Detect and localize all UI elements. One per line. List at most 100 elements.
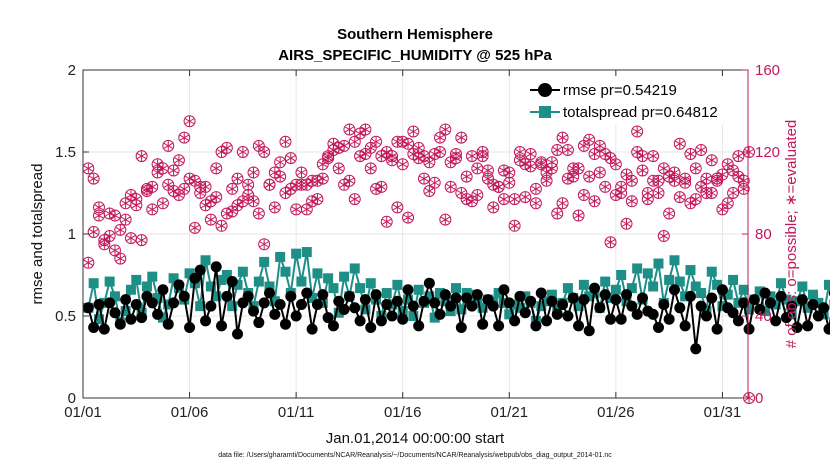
obs-evaluated-marker: [510, 222, 520, 229]
obs-evaluated-marker: [137, 237, 147, 244]
obs-possible-marker: [343, 123, 356, 136]
obs-evaluated-marker: [382, 218, 392, 225]
obs-evaluated-marker: [232, 175, 243, 182]
obs-evaluated-marker: [94, 204, 104, 211]
rmse-point: [786, 300, 798, 312]
obs-possible-marker: [540, 174, 553, 187]
totalspread-point: [600, 276, 611, 287]
obs-possible-marker: [402, 211, 415, 224]
obs-evaluated-marker: [504, 169, 514, 176]
obs-evaluated-marker: [350, 138, 360, 145]
obs-count-point: [375, 180, 388, 193]
rmse-point: [759, 287, 771, 299]
rmse-point: [551, 308, 563, 320]
obs-possible-marker: [556, 197, 569, 210]
totalspread-point: [712, 279, 723, 290]
rmse-point: [605, 313, 617, 325]
obs-evaluated-marker: [446, 183, 456, 190]
obs-possible-marker: [487, 201, 500, 214]
obs-count-point: [215, 219, 228, 232]
rmse-point: [98, 323, 110, 335]
obs-evaluated-marker: [579, 192, 589, 198]
obs-count-point: [380, 215, 393, 228]
obs-count-point: [103, 230, 116, 243]
rmse-point: [146, 297, 158, 309]
obs-evaluated-marker: [286, 155, 296, 162]
rmse-point: [216, 320, 228, 332]
obs-evaluated-marker: [248, 169, 259, 176]
obs-count-point: [402, 211, 415, 224]
obs-possible-marker: [508, 219, 521, 232]
rmse-point: [210, 261, 222, 273]
totalspread-point: [674, 276, 685, 287]
y-tick-label: 1: [68, 226, 76, 243]
totalspread-point: [349, 263, 360, 274]
rmse-point: [498, 284, 510, 296]
totalspread-point: [355, 283, 366, 294]
obs-evaluated-marker: [147, 183, 157, 190]
legend-box: [525, 77, 739, 125]
y-tick-label: 2: [68, 62, 76, 79]
rmse-point: [317, 289, 329, 301]
obs-possible-marker: [583, 170, 596, 183]
obs-possible-marker: [460, 170, 473, 183]
obs-evaluated-marker: [344, 177, 355, 184]
obs-possible-marker: [167, 164, 180, 177]
totalspread-point: [259, 256, 270, 267]
totalspread-point: [546, 289, 557, 300]
rmse-point: [125, 313, 137, 325]
obs-evaluated-marker: [211, 165, 221, 172]
obs-evaluated-marker: [520, 194, 530, 201]
obs-evaluated-marker: [584, 136, 594, 143]
obs-evaluated-marker: [206, 216, 216, 223]
obs-evaluated-marker: [371, 138, 381, 145]
data-file-footnote: data file: /Users/gharamti/Documents/NCA…: [218, 452, 612, 459]
obs-count-point: [311, 193, 324, 206]
obs-possible-marker: [455, 131, 468, 144]
rmse-point: [541, 315, 553, 327]
totalspread-point: [626, 283, 637, 294]
obs-count-point: [135, 234, 148, 247]
obs-count-point: [727, 187, 740, 199]
rmse-point: [493, 320, 505, 332]
obs-possible-marker: [545, 156, 558, 169]
obs-evaluated-marker: [627, 198, 637, 205]
obs-evaluated-marker: [158, 165, 168, 172]
obs-count-point: [647, 150, 660, 163]
obs-evaluated-marker: [584, 173, 594, 180]
obs-count-point: [492, 180, 505, 193]
obs-evaluated-marker: [440, 126, 450, 133]
rmse-point: [263, 287, 275, 299]
rmse-point: [311, 299, 323, 311]
obs-count-point: [604, 236, 617, 249]
obs-possible-marker: [380, 215, 393, 228]
obs-possible-marker: [114, 223, 127, 236]
rmse-point: [253, 317, 265, 329]
obs-evaluated-marker: [376, 183, 386, 190]
obs-evaluated-marker: [360, 126, 370, 133]
totalspread-point: [312, 268, 323, 279]
totalspread-point: [264, 281, 275, 292]
obs-evaluated-marker: [675, 194, 685, 201]
rmse-point: [791, 321, 803, 333]
obs-possible-marker: [247, 166, 260, 179]
obs-evaluated-marker: [227, 208, 237, 215]
totalspread-point: [253, 276, 264, 287]
series-layer: [82, 115, 830, 404]
obs-evaluated-marker: [414, 144, 424, 151]
obs-count-point: [156, 197, 169, 210]
obs-possible-marker: [402, 137, 415, 150]
totalspread-point: [562, 283, 573, 294]
rmse-point: [455, 321, 467, 333]
obs-evaluated-marker: [254, 210, 264, 217]
obs-count-point: [284, 152, 297, 165]
totalspread-point: [408, 311, 419, 321]
obs-count-point: [636, 164, 649, 177]
obs-possible-marker: [428, 176, 441, 189]
totalspread-point: [610, 284, 621, 295]
totalspread-point: [195, 301, 206, 312]
obs-evaluated-marker: [723, 200, 733, 207]
rmse-point: [732, 315, 744, 327]
obs-evaluated-marker: [280, 138, 291, 145]
